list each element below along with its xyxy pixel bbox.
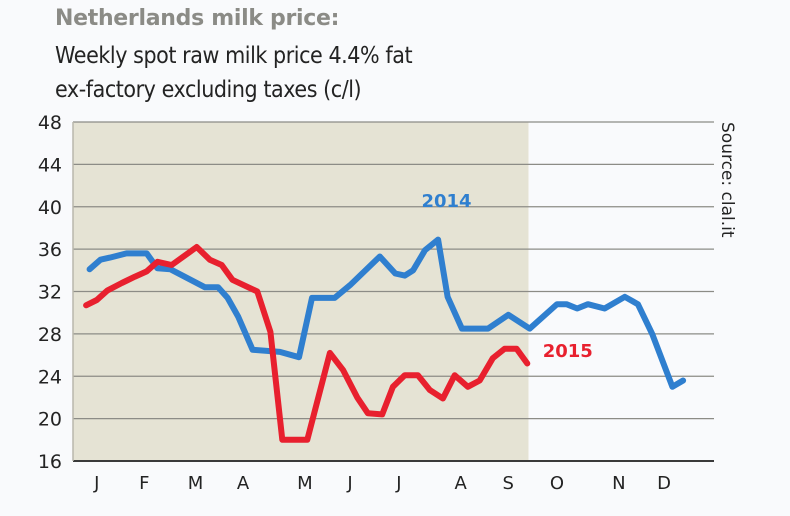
x-tick-label: J <box>93 473 99 494</box>
series-line-2015 <box>83 244 531 443</box>
series-line-2014 <box>86 236 687 390</box>
series-label-2015: 2015 <box>543 341 593 362</box>
x-tick-label: A <box>455 473 468 494</box>
x-tick-label: M <box>297 473 313 494</box>
series-label-2014: 2014 <box>421 191 471 212</box>
x-tick-label: J <box>346 473 352 494</box>
y-tick-label: 40 <box>38 197 62 219</box>
subtitle-line-1: Weekly spot raw milk price 4.4% fat <box>55 41 413 69</box>
x-tick-label: N <box>612 473 625 494</box>
chart-title: Netherlands milk price: <box>55 6 340 31</box>
x-tick-label: F <box>139 473 149 494</box>
y-tick-label: 24 <box>38 366 62 388</box>
chart-subtitle: Weekly spot raw milk price 4.4% fat ex-f… <box>55 38 413 106</box>
y-tick-label: 36 <box>38 239 62 261</box>
y-tick-label: 16 <box>38 451 62 473</box>
x-tick-label: D <box>657 473 671 494</box>
y-tick-label: 44 <box>38 154 62 176</box>
x-tick-label: M <box>188 473 204 494</box>
x-tick-label: J <box>395 473 401 494</box>
x-tick-label: A <box>237 473 250 494</box>
x-tick-label: O <box>550 473 564 494</box>
y-tick-label: 32 <box>38 282 62 304</box>
x-tick-label: S <box>503 473 514 494</box>
source-note: Source: clal.it <box>717 122 737 238</box>
y-tick-label: 28 <box>38 324 62 346</box>
y-tick-label: 20 <box>38 409 62 431</box>
subtitle-line-2: ex-factory excluding taxes (c/l) <box>55 75 362 103</box>
y-tick-label: 48 <box>38 112 62 134</box>
